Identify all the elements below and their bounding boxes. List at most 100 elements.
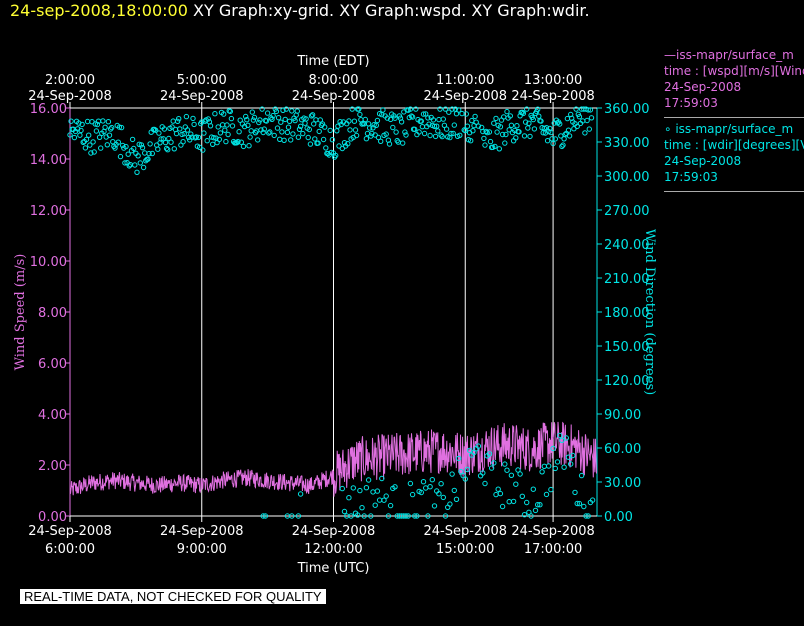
wdir-point: [303, 116, 309, 122]
wdir-point: [581, 503, 587, 510]
wdir-point: [420, 479, 427, 485]
wdir-point: [134, 169, 140, 176]
legend-divider: [664, 117, 804, 118]
wdir-point: [456, 107, 462, 113]
wdir-point: [87, 142, 93, 148]
left-tick-label: 16.00: [30, 102, 67, 117]
right-tick-label: 0.00: [604, 510, 633, 525]
wdir-point: [295, 513, 302, 519]
axes-layer: [65, 102, 602, 522]
wdir-point: [257, 117, 263, 123]
wdir-point: [412, 513, 418, 519]
wdir-point: [280, 107, 286, 114]
wdir-point: [83, 136, 90, 143]
wdir-point: [469, 117, 475, 124]
wdir-point: [578, 472, 585, 479]
wdir-point: [190, 115, 196, 122]
wdir-point: [246, 143, 252, 149]
wdir-point: [423, 485, 429, 491]
wdir-point: [508, 122, 515, 129]
wdir-point: [142, 150, 148, 156]
wdir-point: [496, 146, 502, 152]
wdir-point: [136, 141, 142, 148]
wdir-point: [482, 480, 488, 487]
wdir-point: [542, 130, 549, 136]
left-tick-label: 2.00: [38, 459, 67, 474]
wdir-point: [526, 120, 532, 127]
window-title: 24-sep-2008,18:00:00 XY Graph:xy-grid. X…: [10, 1, 590, 20]
wdir-point: [129, 136, 136, 143]
wdir-point: [521, 133, 528, 139]
wdir-point: [521, 512, 528, 518]
wdir-point: [215, 124, 221, 130]
wdir-point: [256, 119, 262, 126]
wdir-point: [183, 113, 190, 120]
wdir-point: [228, 115, 235, 122]
wdir-point: [82, 145, 89, 151]
wdir-point: [419, 124, 426, 130]
wdir-point: [106, 132, 113, 138]
wdir-point: [535, 106, 541, 112]
wdir-point: [196, 144, 203, 151]
wdir-point: [576, 500, 583, 507]
bottom-tick-date: 24-Sep-2008: [423, 524, 507, 539]
wdir-point: [374, 488, 381, 494]
wdir-point: [413, 106, 419, 112]
wdir-point: [574, 500, 580, 507]
wdir-point: [363, 136, 370, 142]
wdir-point: [442, 106, 449, 112]
wdir-point: [176, 116, 182, 122]
wdir-point: [504, 108, 510, 115]
graph-titles: XY Graph:xy-grid. XY Graph:wspd. XY Grap…: [187, 1, 590, 20]
wdir-point: [223, 138, 229, 145]
wdir-point: [341, 140, 348, 146]
wdir-point: [416, 129, 422, 135]
wdir-point: [507, 113, 513, 119]
wdir-point: [425, 513, 431, 519]
wdir-series-layer: [67, 106, 596, 519]
wdir-point: [384, 115, 390, 121]
wdir-point: [520, 110, 527, 117]
wdir-point: [195, 134, 202, 141]
wdir-point: [199, 119, 205, 125]
wdir-point: [309, 112, 316, 118]
wdir-point: [94, 121, 101, 128]
wdir-point: [522, 119, 529, 125]
wdir-point: [180, 139, 186, 145]
wdir-point: [370, 489, 376, 495]
wdir-point: [376, 497, 383, 503]
wdir-point: [273, 108, 280, 115]
wdir-point: [200, 147, 206, 153]
wdir-point: [541, 125, 547, 132]
wdir-point: [442, 513, 449, 519]
wdir-point: [431, 123, 438, 130]
wdir-point: [378, 138, 384, 145]
wdir-point: [473, 119, 479, 125]
left-tick-label: 0.00: [38, 510, 67, 525]
wdir-point: [123, 143, 129, 150]
wdir-point: [584, 117, 590, 124]
wdir-point: [519, 109, 525, 116]
wdir-point: [464, 466, 471, 473]
wdir-point: [120, 142, 126, 149]
wdir-point: [286, 118, 293, 125]
wdir-point: [259, 106, 265, 112]
wdir-point: [285, 124, 292, 130]
wdir-point: [236, 129, 242, 135]
wdir-point: [576, 114, 583, 120]
wdir-point: [212, 111, 218, 117]
wdir-point: [137, 160, 144, 166]
wdir-point: [443, 126, 450, 132]
wdir-point: [347, 127, 353, 133]
wdir-point: [71, 134, 78, 141]
wdir-point: [499, 503, 506, 510]
wdir-point: [274, 125, 281, 131]
wdir-point: [86, 132, 92, 138]
wdir-point: [356, 106, 362, 112]
wdir-point: [491, 460, 497, 466]
wdir-point: [244, 117, 250, 123]
wdir-point: [139, 145, 146, 151]
wdir-point: [381, 497, 387, 503]
wdir-point: [572, 489, 578, 496]
wspd-series-layer: [69, 421, 597, 497]
